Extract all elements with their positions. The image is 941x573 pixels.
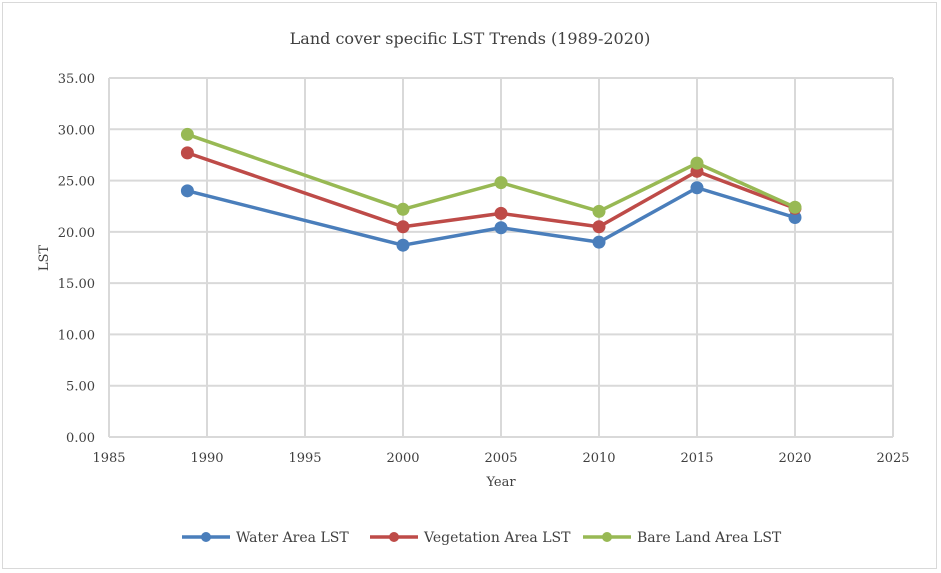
data-point: [494, 206, 508, 220]
grid: [108, 77, 894, 438]
data-point: [396, 238, 410, 252]
x-tick-label: 2005: [484, 451, 517, 466]
y-tick-label: 5.00: [66, 380, 95, 395]
legend-marker: [602, 532, 612, 542]
data-point: [788, 200, 802, 214]
x-tick-label: 2010: [582, 451, 615, 466]
data-point: [592, 220, 606, 234]
data-point: [788, 210, 802, 224]
x-tick-label: 2015: [680, 451, 713, 466]
legend: Water Area LST Vegetation Area LST Bare La…: [182, 530, 782, 546]
series-line: [186, 132, 796, 214]
x-tick-label: 1990: [190, 451, 223, 466]
x-tick-label: 2025: [876, 451, 909, 466]
y-tick-label: 10.00: [58, 328, 95, 343]
legend-label: Bare Land Area LST: [637, 530, 782, 546]
series-1: [180, 181, 802, 252]
series-line: [186, 186, 796, 247]
data-point: [180, 127, 194, 141]
x-tick-label: 1985: [92, 451, 125, 466]
data-point: [494, 221, 508, 235]
data-point: [592, 204, 606, 218]
data-point: [180, 184, 194, 198]
x-tick-label: 2000: [386, 451, 419, 466]
legend-marker: [201, 532, 211, 542]
data-point: [592, 235, 606, 249]
series-group: [180, 127, 802, 252]
data-point: [396, 202, 410, 216]
legend-item-1: Water Area LST: [182, 530, 349, 546]
x-axis-ticks: 1985 1990 1995 2000 2005 2010 2015 2020 2025: [92, 451, 909, 466]
y-tick-label: 30.00: [58, 123, 95, 138]
data-point: [180, 146, 194, 160]
y-tick-label: 15.00: [58, 277, 95, 292]
data-point: [690, 181, 704, 195]
y-tick-label: 25.00: [58, 175, 95, 190]
data-point: [494, 176, 508, 190]
legend-marker: [389, 532, 399, 542]
x-tick-label: 2020: [778, 451, 811, 466]
y-tick-label: 20.00: [58, 226, 95, 241]
data-point: [690, 156, 704, 170]
legend-item-2: Vegetation Area LST: [370, 530, 571, 546]
series-line: [186, 151, 796, 229]
y-tick-label: 0.00: [66, 431, 95, 446]
legend-item-3: Bare Land Area LST: [583, 530, 782, 546]
x-tick-label: 1995: [288, 451, 321, 466]
x-axis-label: Year: [485, 475, 516, 490]
y-axis-ticks: 0.00 5.00 10.00 15.00 20.00 25.00 30.00 35.00: [58, 72, 95, 446]
series-3: [180, 127, 802, 218]
y-tick-label: 35.00: [58, 72, 95, 87]
legend-label: Water Area LST: [236, 530, 349, 546]
legend-label: Vegetation Area LST: [423, 530, 571, 546]
y-axis-label: LST: [37, 245, 52, 272]
data-point: [396, 220, 410, 234]
chart-title: Land cover specific LST Trends (1989-202…: [290, 29, 651, 48]
